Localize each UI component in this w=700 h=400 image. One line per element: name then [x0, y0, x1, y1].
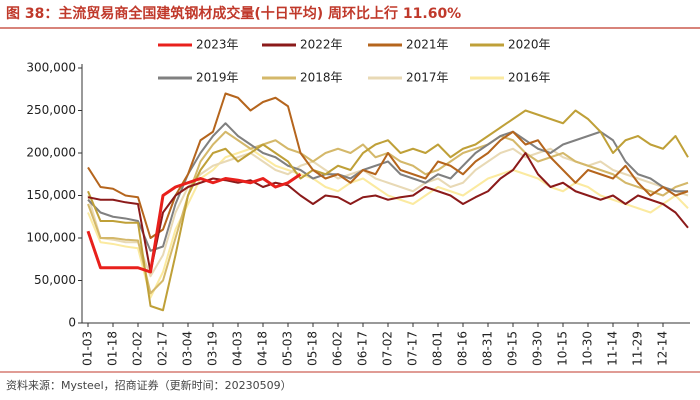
x-tick-label: 08-31	[481, 331, 495, 366]
x-tick-label: 04-03	[231, 331, 245, 366]
series-line	[87, 109, 689, 312]
x-tick-label: 04-18	[256, 331, 270, 366]
legend-label: 2019年	[196, 71, 239, 85]
x-tick-label: 02-02	[131, 331, 145, 366]
legend-label: 2018年	[300, 71, 343, 85]
x-tick-label: 07-02	[381, 331, 395, 366]
legend-label: 2020年	[508, 38, 551, 52]
x-tick-label: 02-17	[156, 331, 170, 366]
x-tick-label: 06-17	[356, 331, 370, 366]
y-tick-label: 250,000	[26, 103, 76, 117]
x-tick-label: 11-14	[606, 331, 620, 366]
y-tick-label: 0	[68, 316, 76, 330]
series-line	[87, 152, 689, 273]
x-tick-label: 08-16	[456, 331, 470, 366]
chart-title: 图 38：主流贸易商全国建筑钢材成交量(十日平均) 周环比上行 11.60%	[6, 5, 461, 22]
x-tick-label: 10-15	[556, 331, 570, 366]
legend-label: 2022年	[300, 38, 343, 52]
series-line	[86, 173, 302, 274]
x-tick-label: 03-04	[181, 331, 195, 366]
legend-label: 2023年	[196, 38, 239, 52]
x-tick-label: 09-15	[506, 331, 520, 366]
x-tick-label: 11-29	[631, 331, 645, 366]
series-line	[87, 92, 689, 239]
x-tick-label: 01-03	[81, 331, 95, 366]
y-tick-label: 50,000	[34, 273, 76, 287]
source: 资料来源：Mysteel，招商证券（更新时间：20230509）	[6, 378, 292, 392]
x-tick-label: 12-14	[656, 331, 670, 366]
x-tick-label: 07-17	[406, 331, 420, 366]
series-line	[87, 147, 689, 299]
series-line	[87, 130, 689, 295]
y-tick-label: 150,000	[26, 188, 76, 202]
series-line	[87, 147, 689, 278]
legend-label: 2016年	[508, 71, 551, 85]
x-tick-label: 09-30	[531, 331, 545, 366]
y-tick-label: 100,000	[26, 231, 76, 245]
y-tick-label: 300,000	[26, 61, 76, 75]
x-tick-label: 05-18	[306, 331, 320, 366]
x-tick-label: 01-18	[106, 331, 120, 366]
x-tick-label: 08-01	[431, 331, 445, 366]
x-tick-label: 05-03	[281, 331, 295, 366]
x-tick-label: 10-30	[581, 331, 595, 366]
x-tick-label: 03-19	[206, 331, 220, 366]
x-tick-label: 06-02	[331, 331, 345, 366]
legend-label: 2017年	[406, 71, 449, 85]
y-tick-label: 200,000	[26, 146, 76, 160]
legend-label: 2021年	[406, 38, 449, 52]
